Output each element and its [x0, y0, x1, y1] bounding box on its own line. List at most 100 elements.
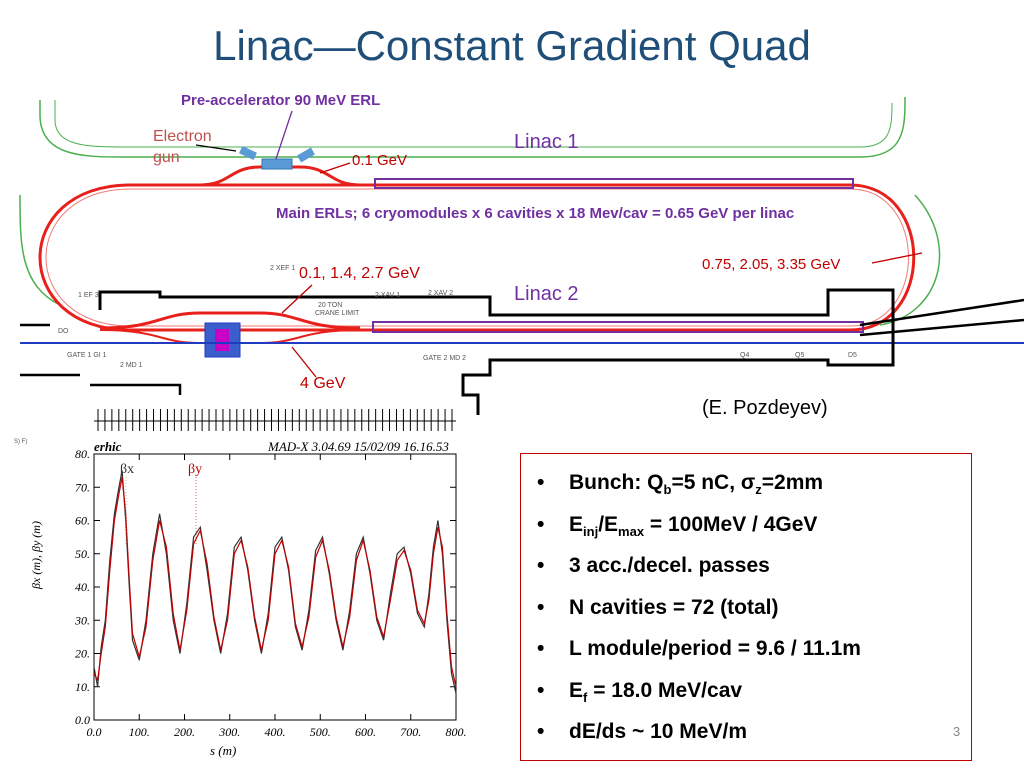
arrow-4gev	[291, 346, 317, 378]
y-tick-label: 50.	[75, 547, 90, 561]
bg-label: GATE 1 GI 1	[67, 352, 107, 359]
bullet-marker: •	[537, 554, 545, 577]
main-erls-label: Main ERLs; 6 cryomodules x 6 cavities x …	[276, 205, 795, 222]
layout-drawing: 2 XEF 1 2 XAV 1 2 XAV 2 1 EF 3 20 TON CR…	[19, 97, 1024, 415]
parameter-text: 3 acc./decel. passes	[569, 554, 770, 577]
bg-label: D5	[848, 352, 857, 359]
preaccelerator-label: Pre-accelerator 90 MeV ERL	[181, 92, 381, 109]
x-tick-label: 100.	[129, 725, 150, 739]
side-note: S) F)	[14, 439, 27, 445]
gun-magnet-left	[239, 145, 257, 161]
parameter-text: dE/ds ~ 10 MeV/m	[569, 720, 747, 743]
subscript: inj	[583, 523, 599, 539]
preaccelerator-bump	[199, 165, 361, 187]
subscript: b	[663, 482, 672, 498]
bg-label: DO	[58, 328, 69, 335]
subscript: z	[755, 482, 762, 498]
subscript: max	[618, 523, 645, 539]
arrow-0-1gev	[319, 162, 351, 174]
parameter-text: N cavities = 72 (total)	[569, 595, 779, 619]
x-tick-label: 200.	[174, 725, 195, 739]
arrow-left-energies	[281, 284, 313, 314]
linac1-label: Linac 1	[514, 131, 579, 153]
y-tick-label: 70.	[75, 480, 90, 494]
building-wall	[98, 288, 895, 415]
racetrack-beamline	[38, 183, 916, 332]
parameter-text: =5 nC, σ	[671, 471, 756, 494]
y-tick-label: 60.	[75, 514, 90, 528]
injector-bump	[99, 311, 361, 330]
bg-label: 2 XEF 1	[270, 265, 295, 272]
bg-label: GATE 2 MD 2	[423, 355, 466, 362]
parameter-text: = 100MeV / 4GeV	[644, 512, 818, 536]
bg-label: 1 EF 3	[78, 292, 99, 299]
bg-label: 2 MD 1	[120, 362, 143, 369]
x-axis-label: s (m)	[210, 743, 236, 758]
parameter-item: • Bunch: Qb=5 nC, σz=2mm	[521, 462, 971, 504]
linac2-cryomodules	[372, 321, 864, 333]
y-tick-label: 80.	[75, 447, 90, 461]
parameter-text: E	[569, 678, 584, 702]
slide-title: Linac—Constant Gradient Quad	[213, 22, 811, 69]
bg-label: 20 TON	[318, 302, 342, 309]
page-number: 3	[953, 724, 961, 739]
parameter-text: L module/period = 9.6 / 11.1m	[569, 637, 861, 660]
linac1-cryomodules	[374, 178, 854, 189]
gun-magnet-right	[297, 147, 315, 163]
bullet-marker: •	[537, 471, 545, 494]
parameter-list: • Bunch: Qb=5 nC, σz=2mm • Einj/Emax = 100M…	[521, 454, 971, 753]
bullet-marker: •	[537, 595, 545, 619]
credit-label: (E. Pozdeyev)	[702, 397, 828, 419]
y-tick-label: 30.	[74, 613, 90, 627]
parameter-item: • Einj/Emax = 100MeV / 4GeV	[521, 504, 971, 546]
x-tick-label: 700.	[400, 725, 421, 739]
arrow-right-energies	[871, 252, 923, 264]
gun-arrow	[195, 144, 237, 152]
x-tick-label: 300.	[218, 725, 240, 739]
x-tick-label: 800.	[446, 725, 467, 739]
tunnel-wall-inner	[54, 100, 893, 148]
beta-plot-svg: erhic MAD-X 3.04.69 15/02/09 16.16.53 S)…	[14, 409, 467, 758]
subscript: f	[583, 689, 588, 705]
y-tick-label: 20.	[75, 647, 90, 661]
parameter-text: E	[569, 512, 584, 536]
bullet-marker: •	[537, 720, 545, 743]
y-tick-label: 40.	[75, 580, 90, 594]
series-line-beta-y	[93, 477, 457, 687]
x-tick-label: 0.0	[87, 725, 102, 739]
x-tick-label: 600.	[355, 725, 376, 739]
extraction-line-2	[859, 318, 1024, 337]
legend-beta-y: βy	[188, 462, 202, 477]
energy-4-label: 4 GeV	[300, 375, 346, 392]
bg-label: Q4	[740, 352, 749, 359]
plot-frame	[93, 453, 457, 721]
series-line-beta-x	[93, 470, 457, 694]
y-axis-label: βx (m), βy (m)	[29, 521, 43, 590]
bg-label: CRANE LIMIT	[315, 310, 360, 317]
x-tick-label: 400.	[265, 725, 286, 739]
parameter-text: Bunch: Q	[569, 471, 664, 494]
legend-beta-x: βx	[120, 462, 134, 477]
energies-left-label: 0.1, 1.4, 2.7 GeV	[299, 265, 420, 282]
y-tick-label: 10.	[75, 680, 90, 694]
parameter-text: /E	[598, 512, 619, 536]
gun-label: gun	[153, 149, 180, 166]
bg-label: Q5	[795, 352, 804, 359]
bullet-marker: •	[537, 678, 545, 702]
x-tick-label: 500.	[310, 725, 331, 739]
building-wall-left	[20, 323, 182, 395]
energy-0-1-label: 0.1 GeV	[352, 152, 408, 169]
y-tick-label: 0.0	[75, 713, 90, 727]
parameter-item: • 3 acc./decel. passes	[521, 545, 971, 587]
bullet-marker: •	[537, 512, 545, 536]
plot-header-right: MAD-X 3.04.69 15/02/09 16.16.53	[267, 439, 449, 454]
extraction-line-1	[859, 298, 1024, 327]
lattice-element-bar	[94, 409, 456, 431]
injector-core	[215, 329, 229, 351]
parameter-summary-box: • Bunch: Qb=5 nC, σz=2mm • Einj/Emax = 100M…	[520, 453, 972, 761]
racetrack-beamline-inner	[45, 188, 909, 327]
parameter-item: • N cavities = 72 (total)	[521, 587, 971, 629]
bg-label: 2 XAV 1	[375, 292, 400, 299]
accelerator-layout-diagram: 2 XEF 1 2 XAV 1 2 XAV 2 1 EF 3 20 TON CR…	[0, 85, 1024, 415]
beta-function-plot: erhic MAD-X 3.04.69 15/02/09 16.16.53 S)…	[0, 405, 470, 768]
